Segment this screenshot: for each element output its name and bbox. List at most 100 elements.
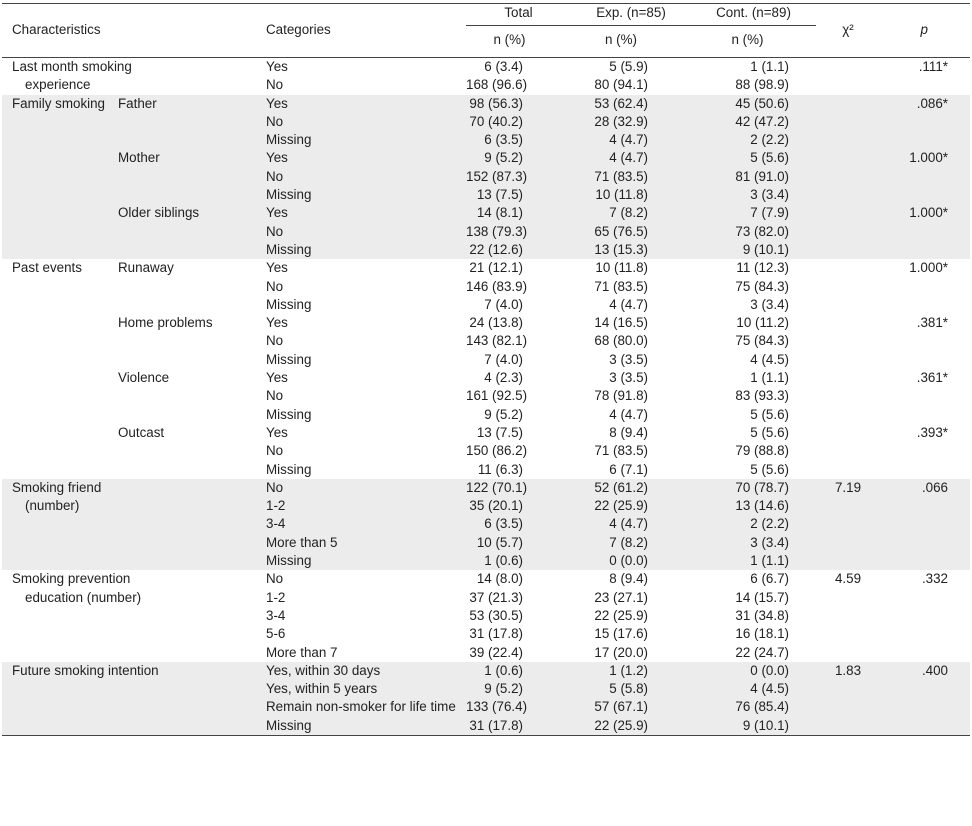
chi-cell [816,424,880,479]
exp-cell-line: 78 (91.8) [594,388,648,404]
total-cell-line: 138 (79.3) [466,223,528,239]
exp-cell-line: 71 (83.5) [594,443,648,459]
p-cell: .066 [880,478,970,571]
category-cell-line: Missing [266,132,312,148]
p-cell: .381* [916,315,948,331]
exp-cell-line: 53 (62.4) [594,95,648,111]
cont-cell-line: 9 (10.1) [742,717,789,733]
category-cell-line: 5-6 [266,626,286,642]
p-cell: 1.000* [880,149,970,205]
cont-cell-line: 1 (1.1) [750,370,789,386]
characteristic-line: Smoking friend [12,479,102,495]
exp-cell-line: 0 (0.0) [609,553,648,569]
category-cell-line: No [266,168,284,184]
category-cell: Yes No [266,58,466,95]
exp-cell-line: 8 (9.4) [609,571,648,587]
category-cell: Yes, within 30 days Yes, within 5 years Re… [266,661,466,736]
exp-cell-line: 71 (83.5) [594,168,648,184]
total-cell-line: 24 (13.8) [469,315,523,331]
exp-cell-line: 4 (4.7) [609,296,648,312]
cont-cell: 10 (11.2) 75 (84.3) 4 (4.5) [691,314,816,369]
p-cell: .332 [921,571,948,587]
total-cell-line: 6 (3.5) [484,132,523,148]
chi-cell [816,314,880,369]
total-cell-line: 35 (20.1) [469,498,523,514]
chi-cell: 1.83 [816,661,880,736]
exp-cell-line: 4 (4.7) [609,516,648,532]
exp-cell: 10 (11.8) 71 (83.5) 4 (4.7) [571,259,691,314]
table-group: Future smoking intention Yes, within 30 d… [2,661,970,736]
category-cell-line: Yes, within 30 days [266,662,381,678]
total-cell-line: 6 (3.4) [484,59,523,74]
exp-cell-line: 22 (25.9) [594,498,648,514]
exp-cell-line: 1 (1.2) [609,662,648,678]
total-cell: 6 (3.4) 168 (96.6) [466,58,571,95]
cont-cell: 5 (5.6) 79 (88.8) 5 (5.6) [691,424,816,479]
cont-cell-line: 45 (50.6) [735,95,789,111]
cont-cell-line: 16 (18.1) [735,626,789,642]
category-cell-line: 1-2 [266,589,286,605]
exp-cell-line: 22 (25.9) [594,717,648,733]
category-cell-line: Missing [266,296,312,312]
header-p: p [920,22,928,38]
total-cell: 1 (0.6) 9 (5.2) 133 (76.4) 31 (17.8) [466,661,571,736]
total-cell: 9 (5.2) 152 (87.3) 13 (7.5) [466,149,571,205]
cont-cell: 70 (78.7) 13 (14.6) 2 (2.2) 3 (3.4) 1 (1.1) [691,478,816,571]
total-cell-line: 13 (7.5) [476,187,523,203]
category-cell-line: 3-4 [266,607,286,623]
characteristic-label: Future smoking intention [2,661,266,736]
total-cell-line: 150 (86.2) [466,443,528,459]
sub-characteristic: Father [118,94,266,150]
characteristic-line: Past events [12,260,82,276]
category-cell-line: Missing [266,406,312,422]
exp-cell: 8 (9.4) 23 (27.1) 22 (25.9) 15 (17.6) 17 (20… [571,570,691,661]
sub-characteristic: Runaway [118,260,174,276]
exp-cell-line: 71 (83.5) [594,278,648,294]
characteristic-line: Last month smoking [12,59,132,74]
exp-cell-line: 15 (17.6) [594,626,648,642]
total-cell-line: 98 (56.3) [469,95,523,111]
chi-cell [816,369,880,424]
exp-cell: 7 (8.2) 65 (76.5) 13 (15.3) [571,204,691,260]
total-cell-line: 143 (82.1) [466,333,528,349]
cont-cell: 7 (7.9) 73 (82.0) 9 (10.1) [691,204,816,260]
total-cell: 13 (7.5) 150 (86.2) 11 (6.3) [466,424,571,479]
cont-cell-line: 2 (2.2) [750,516,789,532]
category-cell-line: Missing [266,241,312,257]
p-cell: .393* [916,424,948,440]
exp-cell-line: 68 (80.0) [594,333,648,349]
cont-cell: 1 (1.1) 83 (93.3) 5 (5.6) [691,369,816,424]
characteristic-line: Future smoking intention [12,662,159,678]
cont-cell-line: 73 (82.0) [735,223,789,239]
table-group: Smoking friend (number) No 1-2 3-4 More than … [2,478,970,571]
characteristic-label: Family smoking [2,94,118,260]
total-cell-line: 9 (5.2) [484,406,523,422]
p-cell: .361* [916,370,948,386]
cont-cell-line: 83 (93.3) [735,388,789,404]
exp-cell-line: 52 (61.2) [594,479,648,495]
exp-cell-line: 7 (8.2) [609,205,648,221]
sub-characteristic: Violence [118,370,170,386]
total-cell-line: 10 (5.7) [476,534,523,550]
cont-cell-line: 0 (0.0) [750,662,789,678]
table-row: Outcast Yes No Missing 13 (7.5) 150 (86.2) 11 … [2,424,970,479]
category-cell: Yes No Missing [266,204,466,260]
category-cell-line: No [266,333,284,349]
exp-cell-line: 3 (3.5) [609,351,648,367]
exp-cell: 1 (1.2) 5 (5.8) 57 (67.1) 22 (25.9) [571,661,691,736]
table-row: Future smoking intention Yes, within 30 d… [2,661,970,736]
category-cell: Yes No Missing [266,424,466,479]
total-cell-line: 37 (21.3) [469,589,523,605]
total-cell: 24 (13.8) 143 (82.1) 7 (4.0) [466,314,571,369]
total-cell-line: 39 (22.4) [469,644,523,660]
total-cell: 14 (8.1) 138 (79.3) 22 (12.6) [466,204,571,260]
cont-cell-line: 11 (12.3) [736,260,789,276]
exp-cell-line: 65 (76.5) [594,223,648,239]
header-total: Total [466,4,571,32]
category-cell-line: Missing [266,461,312,477]
cont-cell-line: 14 (15.7) [735,589,789,605]
sub-characteristic: Home problems [118,315,213,331]
total-cell-line: 1 (0.6) [484,662,523,678]
total-cell-line: 7 (4.0) [484,296,523,312]
total-cell-line: 6 (3.5) [484,516,523,532]
